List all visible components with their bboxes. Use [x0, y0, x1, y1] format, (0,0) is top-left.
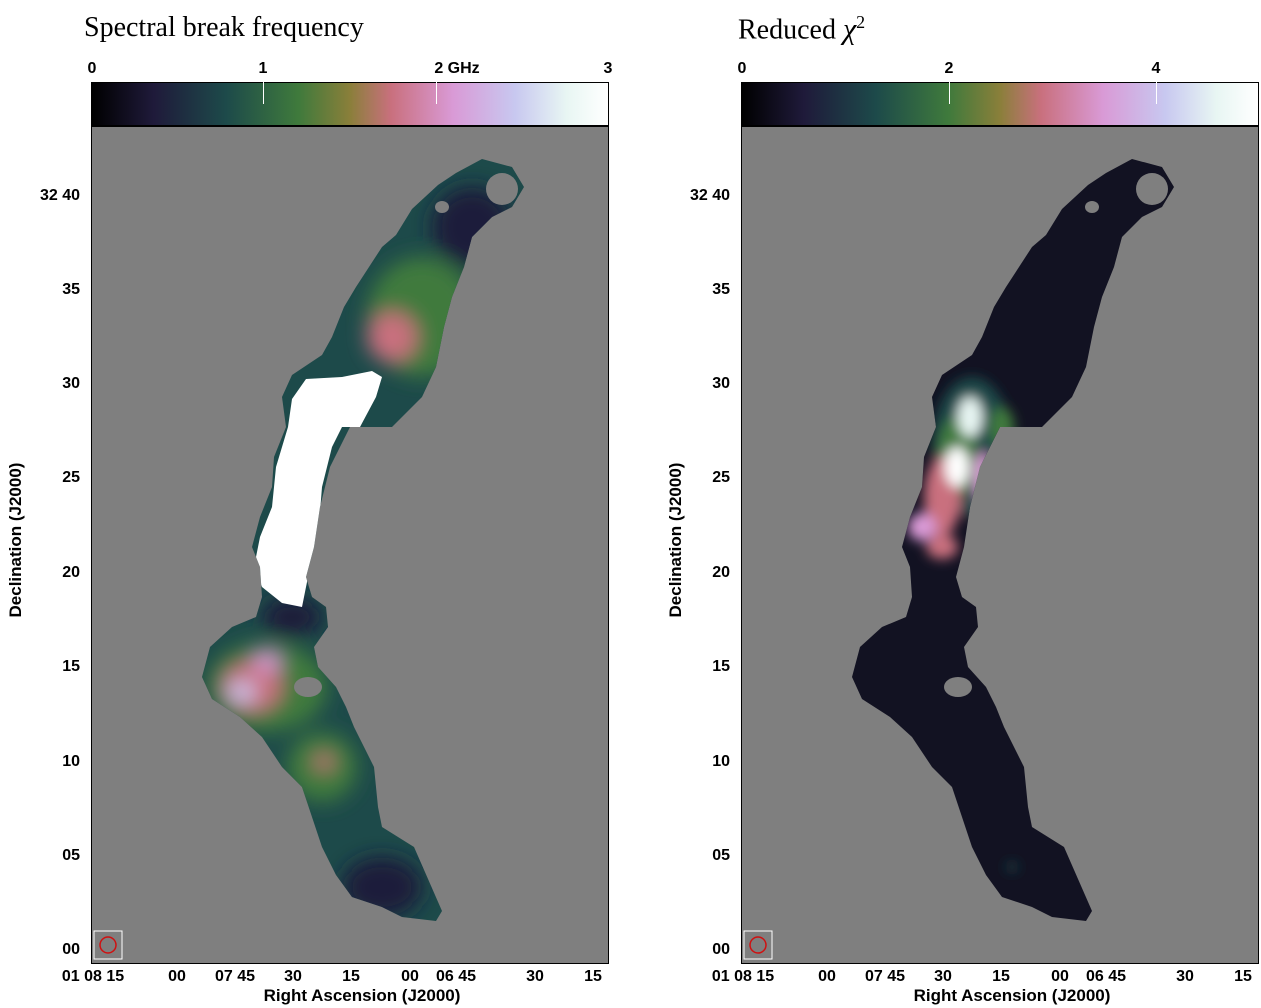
colorbar-tick: [263, 82, 264, 104]
ra-tick-label: 01 08 15: [61, 968, 125, 985]
source-image: [743, 159, 1174, 960]
dec-tick-label: 10: [62, 753, 80, 770]
colorbar-tick: [949, 82, 950, 104]
source-image: [93, 159, 524, 960]
ra-tick-label: 01 08 15: [711, 968, 775, 985]
colorbar-tick-label: 4: [1151, 60, 1161, 77]
colorbar-tick-label: 0: [87, 60, 97, 77]
colorbar-tick-label: 2 GHz: [434, 60, 480, 77]
x-axis-label: Right Ascension (J2000): [913, 986, 1111, 1005]
reduced-chi2-map: [741, 126, 1259, 964]
dec-tick-label: 35: [712, 281, 730, 298]
panel-title: Reduced χ2: [738, 12, 865, 46]
ra-tick-label: 30: [284, 968, 302, 985]
title-exponent: 2: [856, 12, 866, 32]
colorbar-tick-label: 3: [603, 60, 613, 77]
colorbar-tick-label: 0: [737, 60, 747, 77]
colorbar: [741, 82, 1259, 126]
ra-tick-label: 30: [934, 968, 952, 985]
colorbar-tick: [436, 82, 437, 104]
ra-tick-label: 00: [401, 968, 419, 985]
dec-tick-label: 30: [712, 375, 730, 392]
ra-tick-label: 06 45: [435, 968, 477, 985]
ra-tick-label: 00: [818, 968, 836, 985]
x-axis-label: Right Ascension (J2000): [263, 986, 461, 1005]
colorbar-tick-label: 1: [258, 60, 268, 77]
dec-tick-label: 25: [712, 469, 730, 486]
ra-tick-label: 06 45: [1085, 968, 1127, 985]
ra-tick-label: 00: [1051, 968, 1069, 985]
beam-marker: [749, 936, 767, 954]
ra-tick-label: 07 45: [214, 968, 256, 985]
panel-spectral-break: Spectral break frequency 0 1 2 GHz 3: [0, 0, 630, 1008]
break-frequency-map: [91, 126, 609, 964]
dec-tick-label: 05: [62, 847, 80, 864]
panel-reduced-chi2: Reduced χ2 0 2 4: [630, 0, 1261, 1008]
dec-tick-label: 10: [712, 753, 730, 770]
ra-tick-label: 30: [1176, 968, 1194, 985]
dec-tick-label: 30: [62, 375, 80, 392]
dec-tick-label: 35: [62, 281, 80, 298]
ra-tick-label: 15: [342, 968, 360, 985]
colorbar: [91, 82, 609, 126]
title-prefix: Reduced: [738, 14, 836, 46]
ra-tick-label: 00: [168, 968, 186, 985]
ra-tick-label: 15: [584, 968, 602, 985]
dec-tick-label: 20: [712, 564, 730, 581]
dec-tick-label: 20: [62, 564, 80, 581]
ra-tick-label: 15: [992, 968, 1010, 985]
title-symbol: χ: [842, 12, 857, 46]
dec-tick-label: 00: [62, 941, 80, 958]
dec-tick-label: 25: [62, 469, 80, 486]
dec-tick-label: 32 40: [689, 187, 730, 204]
ra-tick-label: 15: [1234, 968, 1252, 985]
ra-tick-label: 07 45: [864, 968, 906, 985]
beam-marker: [99, 936, 117, 954]
dec-tick-label: 32 40: [39, 187, 80, 204]
panel-title: Spectral break frequency: [84, 12, 364, 43]
y-axis-label: Declination (J2000): [6, 462, 25, 618]
colorbar-tick: [1156, 82, 1157, 104]
dec-tick-label: 15: [712, 658, 730, 675]
dec-tick-label: 15: [62, 658, 80, 675]
dec-tick-label: 05: [712, 847, 730, 864]
y-axis-label: Declination (J2000): [666, 462, 685, 618]
colorbar-tick-label: 2: [944, 60, 954, 77]
dec-tick-label: 00: [712, 941, 730, 958]
ra-tick-label: 30: [526, 968, 544, 985]
